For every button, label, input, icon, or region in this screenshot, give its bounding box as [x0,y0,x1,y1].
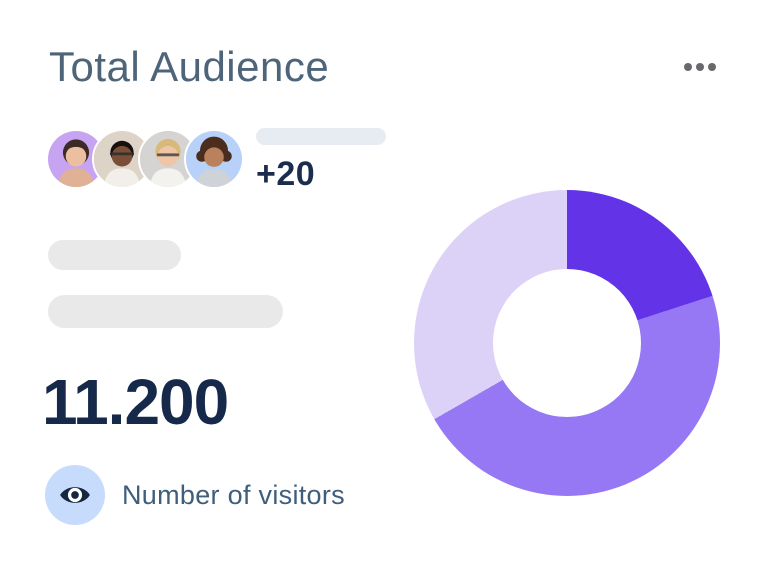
eye-icon [60,487,90,503]
extra-audience-block: +20 [256,128,386,194]
page-title: Total Audience [49,43,330,90]
donut-hole [493,269,641,417]
donut-chart [414,190,720,496]
skeleton-bar-long [48,295,283,328]
skeleton-pill [256,128,386,145]
avatar-group [46,129,244,189]
avatar-4 [184,129,244,189]
visitors-badge [45,465,105,525]
ellipsis-menu-button[interactable] [676,52,724,82]
visitors-label: Number of visitors [122,479,345,510]
ellipsis-horizontal-icon [676,52,724,82]
total-visitors-value: 11.200 [42,366,229,438]
skeleton-bar-short [48,240,181,270]
visitors-row: Number of visitors [45,465,345,525]
extra-audience-count: +20 [256,155,316,193]
